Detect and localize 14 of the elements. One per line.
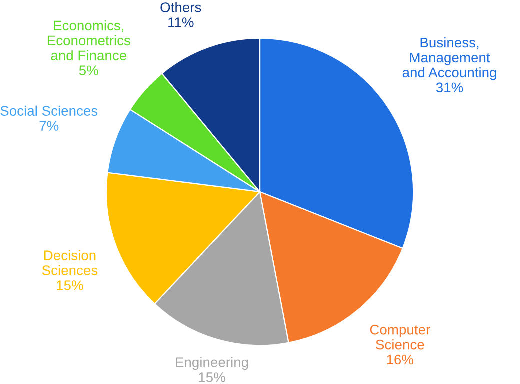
slice-label: Decision Sciences bbox=[42, 250, 98, 276]
slice-label: Economics, Econometrics and Finance bbox=[48, 20, 130, 61]
data-label: 31% bbox=[436, 82, 464, 93]
data-label: 7% bbox=[40, 121, 59, 131]
slice-label: Computer Science bbox=[370, 324, 430, 350]
slice-label: Others bbox=[160, 2, 202, 12]
data-label: 16% bbox=[387, 354, 414, 365]
slice-label: Business, Management and Accounting bbox=[402, 37, 496, 80]
slice-label: Social Sciences bbox=[0, 106, 98, 116]
data-label: 5% bbox=[79, 66, 98, 76]
data-label: 15% bbox=[57, 280, 84, 290]
data-label: 11% bbox=[168, 18, 194, 28]
data-label: 15% bbox=[199, 372, 226, 382]
slice-label: Engineering bbox=[176, 357, 248, 370]
